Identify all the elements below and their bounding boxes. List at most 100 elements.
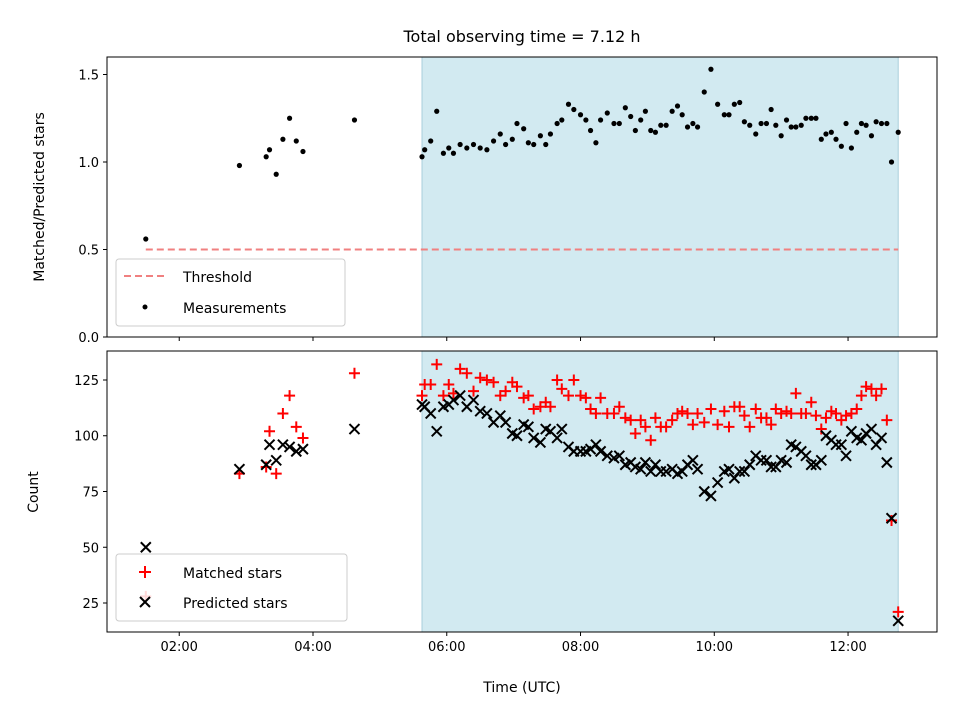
predicted-star-point [885, 512, 898, 524]
predicted-star-point [613, 450, 626, 462]
matched-star-point [825, 405, 837, 417]
matched-star-point [760, 412, 772, 424]
matched-star-point [820, 412, 832, 424]
measurement-point [587, 127, 594, 134]
y-tick-label: 0.0 [78, 331, 99, 346]
chart-title: Total observing time = 7.12 h [402, 27, 640, 46]
matched-star-point [461, 367, 473, 379]
measurement-point [293, 138, 299, 144]
matched-star-point [744, 421, 756, 433]
matched-star-point [348, 367, 360, 379]
matched-star-point [562, 390, 574, 402]
predicted-star-point [733, 465, 746, 478]
predicted-star-point [881, 456, 893, 469]
measurement-point [747, 122, 753, 128]
legend-matched-swatch [139, 566, 151, 578]
matched-star-point [692, 407, 704, 419]
matched-star-point [277, 407, 289, 419]
legend-measurements-swatch [142, 304, 148, 310]
measurement-point [559, 117, 565, 123]
measurement-point [457, 141, 463, 148]
matched-star-point [738, 410, 750, 422]
matched-star-point [544, 401, 556, 413]
measurement-point [848, 145, 854, 151]
predicted-star-point [711, 476, 724, 489]
matched-star-point [474, 372, 486, 384]
matched-star-point [522, 390, 534, 402]
predicted-star-point [454, 389, 466, 402]
matched-star-point [260, 461, 272, 473]
matched-star-point [416, 390, 428, 402]
counts-legend-box [115, 553, 348, 622]
matched-star-point [810, 410, 822, 422]
measurement-point [690, 120, 696, 127]
measurement-point [813, 115, 819, 121]
measurement-point [833, 136, 839, 142]
measurement-point [428, 138, 434, 144]
ratio-legend-box [115, 258, 346, 327]
matched-star-point [855, 390, 867, 402]
matched-star-point [682, 407, 694, 419]
measurement-point [537, 133, 543, 139]
x-tick-label: 04:00 [294, 640, 331, 655]
measurement-point [674, 103, 681, 109]
measurement-point [753, 131, 759, 137]
predicted-star-point [297, 443, 309, 455]
measurement-point [895, 129, 901, 135]
measurement-point [543, 141, 549, 148]
measurement-point [616, 120, 622, 127]
predicted-star-point [534, 436, 547, 449]
matched-star-point [619, 412, 631, 424]
measurement-point [446, 145, 452, 151]
measurement-point [878, 120, 885, 127]
observing-window-shade [421, 350, 899, 633]
measurement-point [236, 162, 243, 169]
matched-star-point [608, 407, 620, 419]
matched-star-point [800, 407, 812, 419]
matched-star-point [790, 387, 802, 399]
measurement-point [741, 119, 747, 125]
measurement-point [571, 106, 577, 113]
legend-predicted-swatch [139, 596, 151, 608]
measurement-point [622, 105, 628, 111]
y-tick-label: 0.5 [78, 244, 99, 259]
measurement-point [642, 108, 648, 114]
measurement-point [721, 112, 727, 118]
measurement-point [628, 113, 634, 120]
matched-star-point [635, 414, 647, 426]
matched-star-point [270, 468, 282, 480]
matched-star-point [830, 407, 842, 419]
matched-star-point [580, 392, 592, 404]
measurement-point [477, 145, 483, 151]
measurement-point [597, 117, 604, 123]
measurement-point [679, 112, 685, 118]
measurement-point [464, 145, 470, 151]
measurement-point [838, 143, 844, 149]
measurement-point [663, 122, 669, 128]
predicted-star-point [691, 463, 704, 475]
matched-star-point [528, 403, 540, 415]
panel-ratio: 0.0 0.5 1.0 1.5 Matched/Predicted stars Thr… [32, 56, 938, 346]
measurement-point [521, 126, 527, 132]
predicted-star-point [348, 423, 361, 435]
measurement-point [708, 66, 714, 72]
matched-star-point [666, 414, 678, 426]
predicted-star-point [805, 459, 817, 471]
measurement-point [868, 133, 875, 139]
measurement-point [808, 115, 814, 121]
ratio-y-axis-label: Matched/Predicted stars [32, 112, 48, 282]
matched-star-point [881, 414, 893, 426]
matched-star-point [551, 374, 563, 386]
matched-star-point [575, 390, 587, 402]
measurement-point [694, 124, 701, 130]
x-tick-label: 08:00 [562, 640, 599, 655]
matched-star-point [454, 363, 466, 375]
measurement-point [419, 154, 425, 160]
legend-measurements-label: Measurements [183, 301, 286, 317]
measurement-point [669, 108, 675, 114]
predicted-star-point [431, 425, 443, 437]
predicted-star-point [277, 438, 289, 451]
x-axis-label: Time (UTC) [482, 680, 560, 696]
matched-star-point [556, 383, 568, 395]
